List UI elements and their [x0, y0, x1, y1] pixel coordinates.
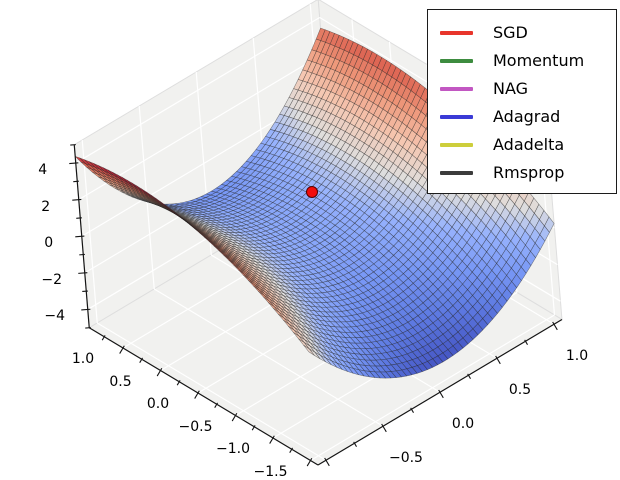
- legend-line-swatch-momentum: [440, 59, 473, 63]
- legend-item-nag: NAG: [440, 75, 602, 103]
- legend-item-rmsprop: Rmsprop: [440, 159, 602, 187]
- x-axis-tick-label: 0.0: [146, 396, 170, 412]
- legend-item-momentum: Momentum: [440, 47, 602, 75]
- legend-item-adadelta: Adadelta: [440, 131, 602, 159]
- x-axis-tick-label: 1.0: [71, 351, 95, 367]
- z-axis-tick-label: −4: [44, 308, 66, 325]
- x-axis-tick-label: −0.5: [178, 418, 213, 435]
- z-axis-tick-label: 0: [44, 235, 54, 252]
- legend-item-label: Momentum: [493, 51, 585, 70]
- legend-line-swatch-rmsprop: [440, 171, 473, 175]
- x-axis-tick-label: −1.0: [216, 441, 250, 457]
- legend-line-swatch-adadelta: [440, 143, 473, 147]
- legend-item-sgd: SGD: [440, 19, 602, 47]
- optimizer-start-point-marker: [305, 186, 318, 199]
- x-axis-tick-label: 0.5: [109, 373, 132, 390]
- legend-item-label: Adadelta: [493, 135, 565, 154]
- y-axis-tick-label: 1.0: [565, 348, 589, 365]
- legend-line-swatch-adagrad: [440, 115, 473, 119]
- y-axis-tick-label: −0.5: [388, 450, 423, 467]
- x-axis-tick-label: −1.5: [253, 463, 288, 480]
- y-axis-tick-label: 0.5: [508, 382, 532, 399]
- legend-item-label: Adagrad: [493, 107, 561, 126]
- legend-item-label: Rmsprop: [493, 163, 565, 182]
- z-axis-tick-label: 4: [38, 162, 48, 179]
- y-axis-tick-label: 0.0: [451, 416, 475, 433]
- legend-item-label: NAG: [493, 79, 529, 98]
- z-axis-tick-label: −2: [41, 271, 63, 288]
- z-axis-tick-label: 2: [41, 198, 51, 215]
- legend-item-adagrad: Adagrad: [440, 103, 602, 131]
- legend-box: SGD Momentum NAG Adagrad Adadelta Rmsprop: [427, 9, 617, 194]
- legend-item-label: SGD: [493, 23, 528, 42]
- legend-line-swatch-nag: [440, 87, 473, 91]
- legend-line-swatch-sgd: [440, 31, 473, 35]
